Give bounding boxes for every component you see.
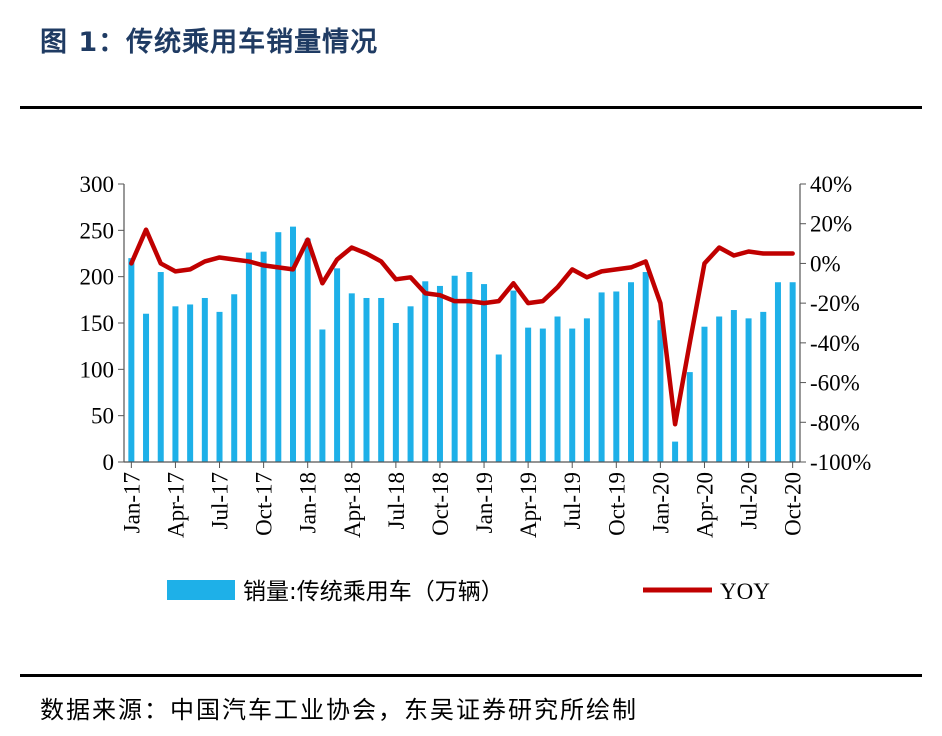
bar (745, 318, 752, 462)
x-tick-label: Apr-19 (516, 472, 541, 538)
x-tick-label: Oct-18 (428, 472, 453, 536)
chart: 0 50 100 150 200 250 300 -100% -80% -60% -40% -20% 0… (80, 172, 872, 605)
x-tick-label: Oct-19 (604, 472, 629, 536)
x-tick-label: Apr-18 (340, 472, 365, 538)
bar (774, 282, 781, 462)
bar (275, 232, 282, 462)
bar (716, 316, 723, 462)
bar (143, 313, 150, 462)
bar (436, 285, 443, 462)
bar (642, 272, 649, 462)
bar (701, 326, 708, 462)
bar (407, 306, 414, 462)
y-right-tick-label: -40% (810, 331, 860, 356)
legend-bar-swatch (167, 580, 235, 600)
x-tick-label: Oct-17 (252, 472, 277, 536)
bar (657, 320, 664, 462)
bar (451, 275, 458, 462)
bar (128, 258, 135, 462)
bar (378, 297, 385, 462)
bar (260, 251, 267, 462)
bar (525, 327, 532, 462)
top-rule (20, 106, 922, 109)
y-right-tick-label: -20% (810, 291, 860, 316)
bar (363, 297, 370, 462)
bar (201, 297, 208, 462)
x-tick-label: Jul-18 (384, 472, 409, 530)
legend: 销量:传统乘用车（万辆） YOY (167, 579, 770, 605)
y-left-tick-label: 250 (80, 218, 115, 243)
legend-line-label: YOY (720, 579, 770, 604)
bar (613, 291, 620, 462)
bar (495, 354, 502, 462)
y-right-tick-label: 0% (810, 251, 841, 276)
x-tick-label: Apr-17 (163, 472, 188, 538)
source-note: 数据来源：中国汽车工业协会，东吴证券研究所绘制 (40, 696, 638, 724)
bar (760, 311, 767, 462)
bar (304, 238, 311, 462)
y-left-tick-label: 100 (80, 357, 115, 382)
x-tick-label: Oct-20 (781, 472, 806, 536)
line-series (129, 227, 795, 427)
bar (569, 328, 576, 462)
x-tick-label: Jan-18 (296, 472, 321, 533)
bar (510, 290, 517, 462)
x-tick-label: Apr-20 (693, 472, 718, 538)
y-right-tick-label: -80% (810, 410, 860, 435)
y-left-tick-label: 300 (80, 172, 115, 197)
bar (231, 294, 238, 462)
y-left-tick-label: 150 (80, 311, 115, 336)
bar (187, 304, 194, 462)
bar (686, 372, 693, 462)
bar (334, 268, 341, 462)
bottom-rule (20, 674, 922, 677)
bar (348, 293, 355, 462)
bar (422, 281, 429, 462)
x-tick-label: Jul-17 (208, 472, 233, 530)
legend-bar-label: 销量:传统乘用车（万辆） (243, 579, 504, 605)
bar (789, 282, 796, 462)
bar (290, 226, 296, 462)
bar (216, 311, 223, 462)
bar (245, 252, 252, 462)
bar (598, 292, 605, 462)
bar (392, 323, 399, 462)
bar (157, 272, 164, 462)
y-left-tick-label: 50 (91, 404, 114, 429)
x-tick-label: Jan-17 (119, 472, 144, 533)
bar (466, 272, 473, 462)
bar (672, 441, 679, 462)
bar-series (128, 226, 796, 462)
bar (583, 318, 590, 462)
bar (628, 282, 634, 462)
bar (481, 284, 488, 462)
y-right-tick-label: -60% (810, 371, 860, 396)
y-right-tick-label: 40% (810, 172, 852, 197)
y-left-tick-label: 200 (80, 265, 115, 290)
bar (730, 310, 737, 462)
bar (172, 306, 179, 462)
bar (539, 328, 546, 462)
x-tick-label: Jul-19 (560, 472, 585, 530)
y-right-tick-label: 20% (810, 212, 852, 237)
axes: 0 50 100 150 200 250 300 -100% -80% -60% -40% -20% 0… (80, 172, 872, 538)
bar (554, 316, 561, 462)
x-tick-label: Jul-20 (737, 472, 762, 530)
bar (319, 329, 326, 462)
y-right-tick-label: -100% (810, 450, 871, 475)
x-tick-label: Jan-19 (472, 472, 497, 533)
y-left-tick-label: 0 (103, 450, 115, 475)
yoy-line (129, 227, 795, 427)
x-tick-label: Jan-20 (648, 472, 673, 533)
figure-title: 图 1：传统乘用车销量情况 (40, 27, 379, 58)
